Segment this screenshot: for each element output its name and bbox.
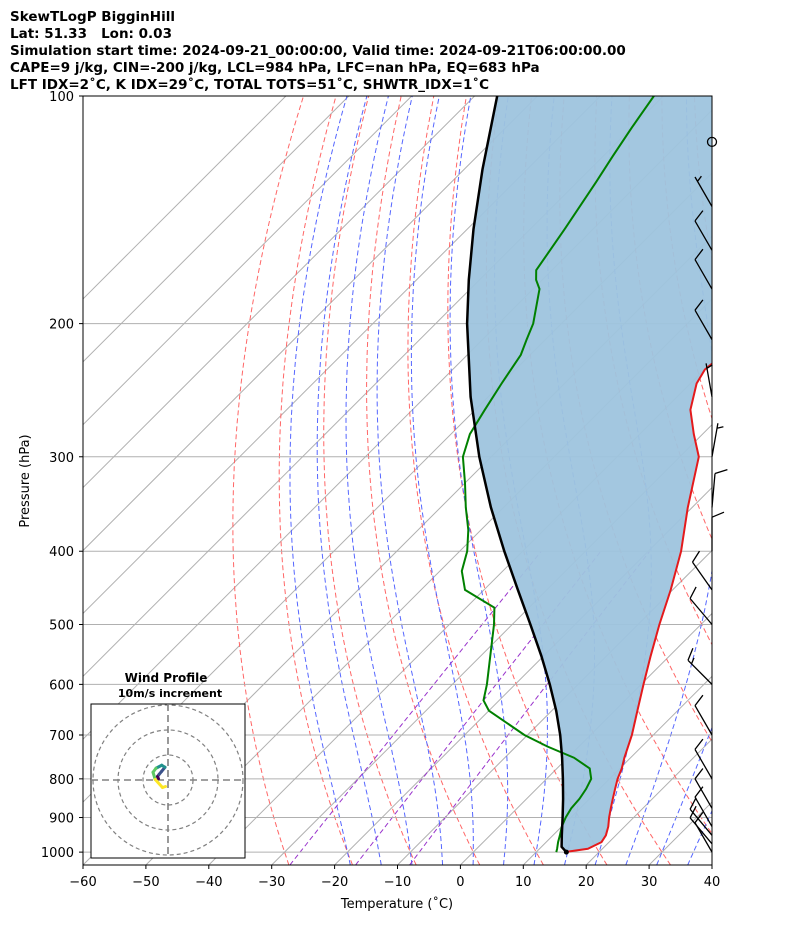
x-tick-label: −60 [69,875,96,890]
title-indices-1: CAPE=9 j/kg, CIN=-200 j/kg, LCL=984 hPa,… [10,60,540,76]
mixing-ratio-line [289,550,542,865]
dry-adiabat-line [407,96,544,865]
y-tick-label: 100 [49,90,74,105]
cape-fill [467,96,712,853]
isotherm-line [522,675,712,865]
wind-barb-calm [706,136,718,148]
wind-barb [694,210,713,251]
moist-adiabat-line [449,96,509,865]
dry-adiabat-line [447,96,608,865]
isotherm-line [83,96,413,426]
moist-adiabat-line [376,96,444,865]
wind-barb [694,299,713,340]
moist-adiabat-line [316,96,382,865]
hodograph-title: Wind Profile [125,671,208,685]
dry-adiabat-line [760,96,794,865]
y-tick-label: 200 [49,318,74,333]
wind-barb [687,648,713,685]
y-axis-ticks: 100 200 300 400 500 600 700 800 900 1000 [41,90,83,861]
isotherm-line [83,96,601,615]
x-tick-label: 10 [515,875,532,890]
isotherm-line [83,96,350,363]
wind-barb [689,797,713,836]
x-tick-label: −40 [195,875,222,890]
isotherm-line [397,549,712,865]
isotherm-line [711,864,712,865]
title-station: SkewTLogP BigginHill [10,9,175,25]
isotherm-line [83,96,538,552]
moist-adiabat-line [410,96,474,865]
y-tick-label: 300 [49,451,74,466]
isotherm-line [83,96,475,489]
hodograph-plot [91,704,245,858]
y-tick-label: 500 [49,619,74,634]
wind-barb [694,175,713,207]
x-tick-label: 40 [704,875,721,890]
wind-barb [694,694,713,736]
wind-barb [694,786,713,827]
moist-adiabat-line [345,96,413,865]
wind-barb [694,248,713,290]
hodograph-inset: Wind Profile 10m/s increment [90,671,246,859]
y-tick-label: 900 [49,812,74,827]
cape-area [467,96,712,853]
isotherm-line [775,96,794,865]
x-tick-label: −10 [384,875,411,890]
x-axis-ticks: −60 −50 −40 −30 −20 −10 0 10 20 30 40 [69,865,720,890]
chart-title-block: SkewTLogP BigginHill Lat: 51.33 Lon: 0.0… [10,9,626,94]
wind-barbs [687,136,728,853]
hodograph-subtitle: 10m/s increment [118,687,222,700]
sounding-profiles [460,96,712,855]
dry-adiabat-line [323,96,417,865]
wind-barb [711,423,724,457]
x-tick-label: 0 [456,875,464,890]
title-times: Simulation start time: 2024-09-21_00:00:… [10,43,626,59]
y-tick-label: 800 [49,773,74,788]
title-indices-2: LFT IDX=2˚C, K IDX=29˚C, TOTAL TOTS=51˚C… [10,77,490,93]
parcel-start-marker [563,849,569,855]
y-axis-label: Pressure (hPa) [18,434,33,527]
isotherm-line [334,486,712,865]
wind-barb [689,586,713,625]
moist-adiabat-line [289,96,351,865]
y-tick-label: 700 [49,729,74,744]
y-tick-label: 600 [49,678,74,693]
moist-adiabat-line [625,96,712,865]
hodograph-segment [161,785,167,789]
wind-barb [691,550,713,591]
dewpoint-line [460,96,655,853]
x-tick-label: −20 [321,875,348,890]
x-tick-label: −30 [258,875,285,890]
wind-barb [711,511,725,552]
hodograph-segment [153,778,164,789]
y-tick-label: 400 [49,545,74,560]
dry-adiabat-line [727,96,794,865]
x-tick-label: 30 [641,875,658,890]
dry-adiabat-line [232,96,304,865]
y-tick-label: 1000 [41,846,74,861]
dry-adiabat-line [366,96,481,865]
title-location: Lat: 51.33 Lon: 0.03 [10,26,172,42]
wind-barb [711,468,728,508]
wind-barb [694,768,713,809]
wind-barb [705,363,713,398]
moist-adiabat-line [656,726,712,865]
moist-adiabat-line [719,96,794,865]
wind-barb [694,738,713,780]
x-tick-label: −50 [132,875,159,890]
temperature-line [564,362,712,854]
x-tick-label: 20 [578,875,595,890]
isotherm-line [83,96,287,300]
parcel-line [465,96,568,853]
x-axis-label: Temperature (˚C) [340,896,453,912]
